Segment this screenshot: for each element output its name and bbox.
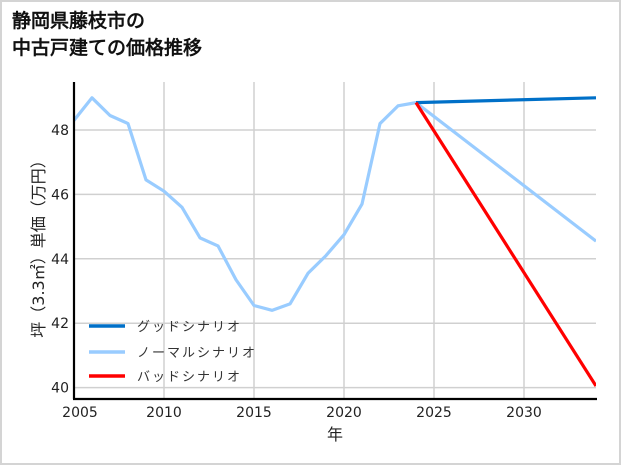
legend-label-normal: ノーマルシナリオ (137, 346, 257, 361)
y-tick-label: 46 (51, 187, 69, 203)
good-scenario-line (415, 96, 596, 105)
data-lines (74, 96, 596, 387)
axis-spines (72, 82, 597, 401)
x-tick-label: 2025 (416, 405, 452, 421)
x-tick-labels: 2005 2010 2015 2020 2025 2030 (62, 405, 542, 421)
y-tick-label: 40 (51, 381, 69, 397)
y-tick-label: 44 (51, 252, 69, 268)
chart-title-line-1: 静岡県藤枝市の (12, 10, 146, 32)
y-tick-label: 48 (51, 123, 69, 139)
gridlines (73, 82, 596, 399)
x-tick-label: 2030 (506, 405, 542, 421)
y-axis-label: 坪（3.3㎡）単価（万円） (29, 152, 48, 337)
x-axis-label: 年 (327, 425, 343, 444)
y-tick-labels: 40 42 44 46 48 (51, 123, 69, 397)
legend: グッドシナリオ ノーマルシナリオ バッドシナリオ (89, 320, 257, 385)
legend-label-bad: バッドシナリオ (137, 370, 242, 385)
y-tick-label: 42 (51, 316, 69, 332)
x-tick-label: 2005 (62, 405, 98, 421)
chart-title: 静岡県藤枝市の 中古戸建ての価格推移 (12, 8, 202, 62)
x-tick-label: 2010 (146, 405, 182, 421)
chart-title-line-2: 中古戸建ての価格推移 (12, 37, 203, 59)
normal-scenario-line (415, 101, 596, 243)
x-tick-label: 2015 (236, 405, 272, 421)
history-line (74, 96, 417, 312)
bad-scenario-line (414, 101, 596, 387)
legend-label-good: グッドシナリオ (137, 320, 242, 335)
x-tick-label: 2020 (326, 405, 362, 421)
